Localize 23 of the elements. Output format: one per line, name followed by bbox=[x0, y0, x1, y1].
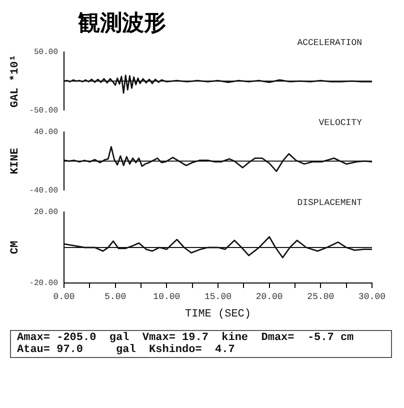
x-axis-title: TIME (SEC) bbox=[184, 308, 252, 320]
x-tick-label: 10.00 bbox=[153, 292, 180, 302]
x-tick-label: 25.00 bbox=[307, 292, 334, 302]
x-tick-label: 5.00 bbox=[104, 292, 126, 302]
x-tick-label: 20.00 bbox=[256, 292, 283, 302]
x-tick-label: 0.00 bbox=[53, 292, 75, 302]
chart-title: 観測波形 bbox=[76, 10, 167, 36]
x-tick-label: 15.00 bbox=[204, 292, 232, 302]
text: ACCELERATION bbox=[297, 38, 362, 48]
y-tick-label: -40.00 bbox=[29, 186, 58, 196]
x-tick-label: 30.00 bbox=[358, 292, 386, 302]
y-tick-label: -20.00 bbox=[29, 279, 58, 288]
y-tick-label: -50.00 bbox=[29, 106, 58, 116]
y-axis-title: KINE bbox=[9, 148, 22, 174]
text: Amax= -205.0 gal Vmax= 19.7 kine Dmax= -5.7 cm bbox=[17, 332, 355, 344]
y-tick-label: 20.00 bbox=[34, 208, 58, 218]
text: DISPLACEMENT bbox=[297, 198, 363, 208]
text: Atau= 97.0 gal Kshindo= 4.7 bbox=[17, 344, 236, 356]
y-axis-title: CM bbox=[9, 240, 22, 254]
text: VELOCITY bbox=[318, 118, 363, 128]
y-axis-title: GAL *10¹ bbox=[9, 54, 22, 108]
y-tick-label: 50.00 bbox=[34, 48, 58, 58]
y-tick-label: 40.00 bbox=[34, 128, 58, 138]
